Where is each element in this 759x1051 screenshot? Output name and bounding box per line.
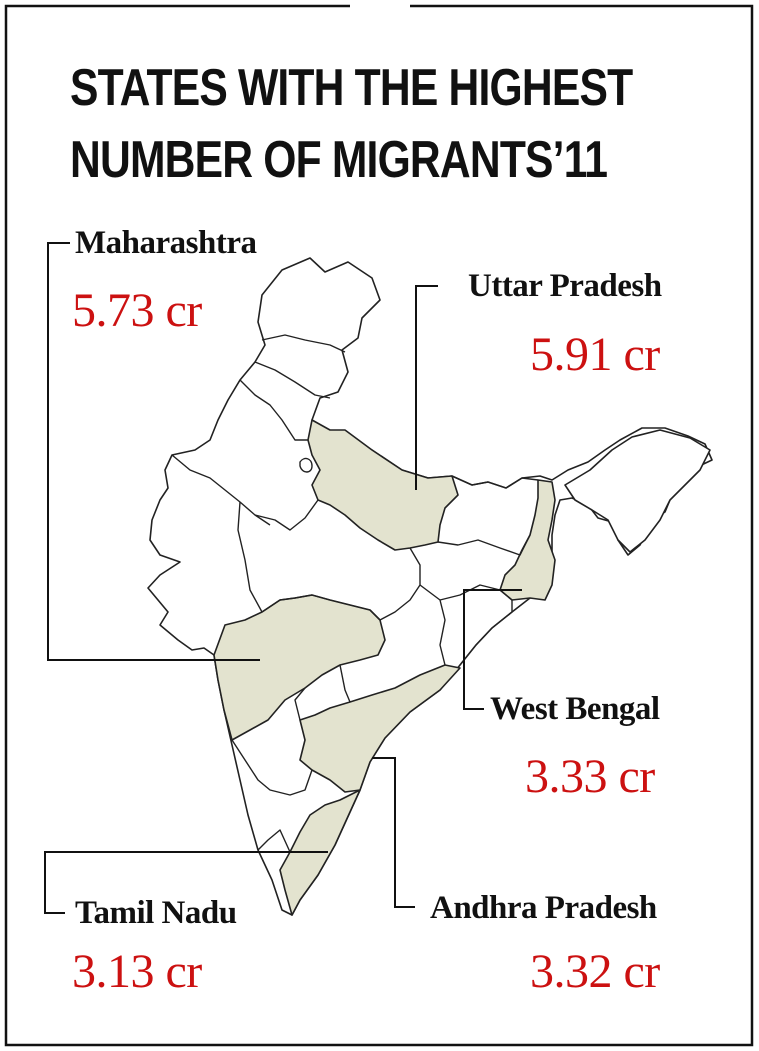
state-uttar-pradesh: [307, 419, 459, 551]
value-tamil-nadu: 3.13 cr: [72, 945, 202, 998]
frame-border: [4, 4, 754, 1047]
border-hp-punjab: [254, 361, 331, 399]
border-karnataka-goa: [231, 739, 313, 796]
border-telangana: [339, 664, 351, 703]
leader-maharashtra: [47, 242, 260, 661]
border-jk: [261, 334, 346, 353]
border-rajasthan-mp: [254, 499, 319, 531]
leader-uttar-pradesh: [415, 285, 438, 490]
value-andhra-pradesh: 3.32 cr: [530, 945, 660, 998]
value-west-bengal: 3.33 cr: [525, 750, 655, 803]
border-karnataka-ap: [294, 687, 306, 721]
leader-tamil-nadu: [44, 851, 328, 914]
border-rajasthan-haryana: [239, 379, 308, 441]
map-title-line-1: STATES WITH THE HIGHEST: [70, 59, 633, 117]
border-odisha: [439, 584, 513, 666]
border-gujarat-mp: [237, 501, 263, 613]
leader-andhra-pradesh: [372, 757, 415, 908]
label-andhra-pradesh: Andhra Pradesh: [430, 890, 657, 926]
label-maharashtra: Maharashtra: [75, 225, 257, 261]
map-title: STATES WITH THE HIGHEST NUMBER OF MIGRAN…: [70, 52, 633, 196]
value-uttar-pradesh: 5.91 cr: [530, 328, 660, 381]
border-bihar-jharkhand: [437, 534, 531, 556]
border-chhattisgarh: [419, 584, 446, 666]
border-delhi: [299, 457, 313, 473]
northeast-region: [564, 429, 711, 553]
label-tamil-nadu: Tamil Nadu: [75, 895, 237, 931]
state-andhra-pradesh: [299, 664, 461, 793]
leader-west-bengal: [463, 589, 522, 710]
label-uttar-pradesh: Uttar Pradesh: [468, 268, 662, 304]
border-kerala: [257, 829, 291, 853]
border-bihar: [451, 475, 539, 489]
value-maharashtra: 5.73 cr: [72, 284, 202, 337]
label-west-bengal: West Bengal: [490, 691, 660, 727]
map-title-line-2: NUMBER OF MIGRANTS’11: [70, 131, 608, 189]
